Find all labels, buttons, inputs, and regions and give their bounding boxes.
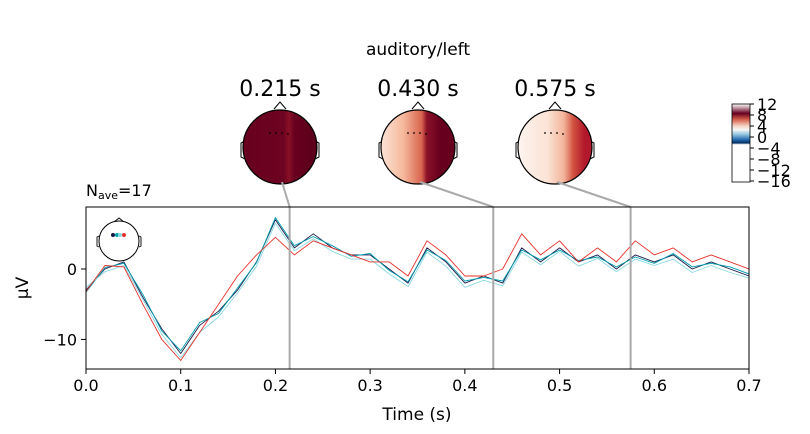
x-tick-label: 0.0 [73,376,98,395]
topomap-1-head [242,109,318,185]
topomap-1-time-label: 0.215 s [239,77,320,102]
colorbar-tick-label: 12 [757,95,777,114]
topomap-3-sensors [544,132,564,135]
x-tick-label: 0.1 [168,376,193,395]
topomap-3-head [517,109,593,185]
topomap-1: 0.215 s [239,77,321,185]
topomap-3: 0.575 s [514,77,596,185]
x-tick-label: 0.5 [547,376,572,395]
colorbar-tick-label: −4 [757,139,781,158]
nave-label: Nave=17 [86,181,152,202]
x-tick-label: 0.3 [357,376,382,395]
inset-ear-left [96,235,100,248]
plot-frame [85,206,750,370]
y-axis-label: µV [13,276,33,299]
topomap-connector-3 [556,181,631,208]
topomap-2: 0.430 s [377,77,459,185]
x-tick-label: 0.6 [642,376,667,395]
topomap-3-nose [548,101,562,110]
inset-sensor-4 [122,233,126,237]
topomap-2-head [380,109,456,185]
topomap-3-time-label: 0.575 s [514,77,595,102]
x-tick-label: 0.2 [263,376,288,395]
inset-nose [113,217,125,223]
colorbar-gradient [731,103,751,183]
colorbar-tick-label: −8 [757,150,781,169]
series-layer [86,217,749,361]
topomap-connector-2 [419,181,494,208]
colorbar-tick-label: −12 [757,161,791,180]
sensor-location-inset [96,217,142,262]
topomap-2-nose [411,101,425,110]
y-tick-label: −10 [43,330,77,349]
x-tick-label: 0.7 [736,376,761,395]
inset-sensor-1 [111,233,115,237]
series-line-2 [86,217,749,352]
topomap-1-nose [273,101,287,110]
colorbar-tick-label: 4 [757,117,767,136]
series-line-4 [86,233,749,361]
colorbar-tick-label: 8 [757,106,767,125]
topomap-2-time-label: 0.430 s [377,77,458,102]
topomap-1-sensors [269,132,289,135]
colorbar-tick-label: −16 [757,172,791,191]
x-tick-label: 0.4 [452,376,477,395]
x-axis-ticks: 0.0 0.1 0.2 0.3 0.4 0.5 0.6 0.7 [73,369,762,395]
series-line-1 [86,219,749,354]
topomap-connectors [281,181,631,208]
inset-sensor-2 [115,233,119,237]
topomap-connector-1 [281,181,291,208]
time-markers [288,207,632,369]
colorbar-tick-label: 0 [757,128,767,147]
x-axis-label: Time (s) [381,405,451,425]
series-line-3 [86,222,749,359]
inset-ear-right [138,235,142,248]
plot-area [85,206,750,370]
y-tick-label: 0 [67,260,77,279]
topomap-2-sensors [407,132,427,135]
inset-sensor-3 [118,233,122,237]
y-axis-ticks: 0 −10 [43,260,86,349]
figure-title: auditory/left [366,40,470,60]
inset-head [98,220,140,262]
